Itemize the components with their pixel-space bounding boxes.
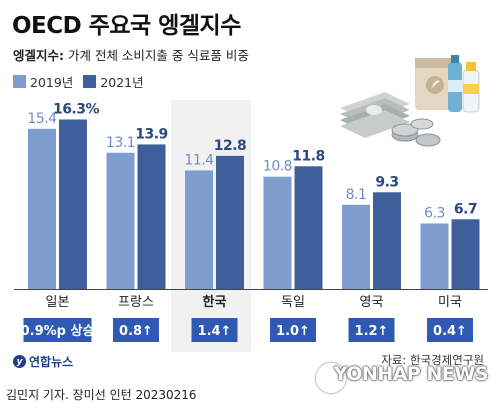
category-label-한국: 한국 — [203, 294, 227, 310]
money-stack-icon — [340, 92, 410, 138]
change-label-프랑스: 0.8↑ — [119, 324, 153, 339]
change-label-독일: 1.0↑ — [276, 324, 310, 339]
bar-2019년-프랑스 — [106, 152, 135, 289]
data-label-2019년-프랑스: 13.1 — [106, 135, 135, 151]
bar-2021년-프랑스 — [137, 144, 166, 289]
yonhap-logo-icon: y — [13, 355, 26, 368]
page-title: OECD 주요국 엥겔지수 — [12, 13, 241, 39]
data-label-2021년-프랑스: 13.9 — [135, 126, 168, 142]
legend-swatch-2019 — [13, 75, 26, 88]
yonhap-logo: y 연합뉴스 — [13, 353, 73, 370]
source-note: 자료: 한국경제연구원 — [381, 353, 484, 367]
category-label-프랑스: 프랑스 — [118, 295, 154, 310]
change-label-미국: 0.4↑ — [433, 324, 467, 339]
yonhap-logo-text: 연합뉴스 — [29, 355, 74, 369]
data-label-2021년-일본: 16.3% — [53, 101, 100, 117]
bar-2021년-일본 — [59, 119, 87, 289]
data-label-2019년-미국: 6.3 — [424, 205, 445, 221]
bar-2021년-한국 — [216, 155, 244, 289]
change-box-영국 — [348, 318, 395, 342]
legend-label-2021: 2021년 — [100, 75, 144, 90]
bar-2019년-한국 — [185, 170, 213, 289]
data-label-2021년-영국: 9.3 — [375, 174, 398, 190]
subtitle-key: 엥겔지수: — [13, 48, 64, 63]
category-label-일본: 일본 — [46, 295, 70, 310]
legend-item-2019: 2019년 — [13, 72, 73, 91]
data-label-2019년-영국: 8.1 — [346, 187, 367, 203]
data-label-2021년-독일: 11.8 — [292, 148, 325, 164]
bar-2019년-일본 — [28, 128, 56, 289]
bar-2019년-독일 — [263, 176, 292, 289]
category-label-독일: 독일 — [281, 295, 305, 310]
category-label-미국: 미국 — [438, 295, 462, 310]
change-box-한국 — [191, 318, 238, 342]
bottle-icon — [448, 55, 462, 112]
legend-label-2019: 2019년 — [30, 75, 74, 90]
milk-bottle-icon — [462, 62, 480, 113]
watermark: YONHAP NEWS — [333, 363, 489, 385]
legend-swatch-2021 — [83, 75, 97, 88]
bar-2019년-영국 — [342, 204, 370, 289]
change-box-일본 — [23, 318, 92, 342]
data-label-2021년-미국: 6.7 — [454, 201, 477, 217]
bar-2021년-독일 — [294, 166, 323, 289]
subtitle-text: 가계 전체 소비지출 중 식료품 비중 — [67, 48, 249, 63]
data-label-2019년-일본: 15.4 — [27, 111, 57, 127]
change-box-독일 — [270, 318, 316, 342]
data-label-2021년-한국: 12.8 — [214, 138, 247, 154]
grocery-money-illustration — [340, 55, 480, 147]
data-label-2019년-한국: 11.4 — [184, 152, 214, 168]
bar-2021년-영국 — [373, 192, 401, 289]
legend-item-2021: 2021년 — [83, 72, 144, 91]
change-box-미국 — [427, 318, 473, 342]
data-label-2019년-독일: 10.8 — [263, 159, 292, 175]
byline: 김민지 기자. 장미선 인턴 20230216 — [6, 388, 197, 402]
watermark-logo-icon — [316, 363, 346, 393]
legend: 2019년 2021년 — [13, 72, 154, 91]
grocery-bag-icon — [415, 58, 455, 110]
coins-icon — [391, 118, 441, 147]
change-label-영국: 1.2↑ — [355, 324, 389, 339]
change-label-일본: 0.9%p 상승 — [21, 324, 95, 339]
change-label-한국: 1.4↑ — [198, 324, 232, 339]
category-label-영국: 영국 — [360, 295, 384, 310]
bar-2019년-미국 — [420, 223, 449, 289]
change-box-프랑스 — [113, 318, 159, 342]
bar-2021년-미국 — [451, 219, 480, 289]
subtitle: 엥겔지수: 가계 전체 소비지출 중 식료품 비중 — [13, 45, 249, 64]
